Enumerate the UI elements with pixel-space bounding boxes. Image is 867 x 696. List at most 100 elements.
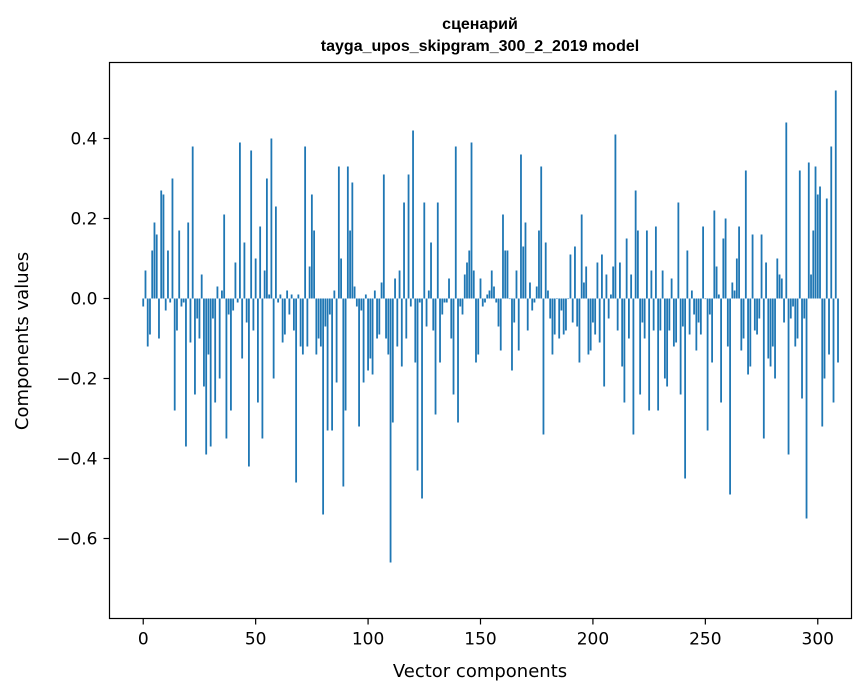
bar-component-4 <box>151 250 154 299</box>
bar-component-280 <box>771 298 774 347</box>
bar-component-85 <box>333 290 336 299</box>
bar-component-175 <box>535 286 538 299</box>
bar-component-142 <box>461 298 464 315</box>
bar-component-166 <box>515 270 518 299</box>
bar-component-232 <box>663 298 666 379</box>
bar-component-222 <box>641 298 644 323</box>
x-tick-label: 300 <box>802 630 834 650</box>
bar-component-102 <box>371 298 374 375</box>
bar-component-128 <box>430 242 432 299</box>
bar-component-68 <box>295 298 298 483</box>
x-axis-label: Vector components <box>393 661 567 682</box>
bar-component-132 <box>439 298 441 363</box>
bar-component-265 <box>738 226 740 299</box>
bar-component-190 <box>569 254 572 299</box>
bar-component-82 <box>326 298 329 431</box>
bar-component-217 <box>630 274 633 299</box>
bar-component-234 <box>668 298 671 331</box>
bar-component-73 <box>306 298 309 347</box>
bar-component-302 <box>821 298 824 427</box>
bar-component-91 <box>346 166 349 299</box>
chart-title: сценарий tayga_upos_skipgram_300_2_2019 … <box>321 16 639 55</box>
bar-component-194 <box>578 298 581 363</box>
bar-component-260 <box>726 298 729 347</box>
bar-component-34 <box>218 298 221 379</box>
bar-component-288 <box>789 298 792 319</box>
bar-component-38 <box>227 298 230 315</box>
bar-component-99 <box>364 294 367 299</box>
bar-component-255 <box>715 266 718 299</box>
bar-component-162 <box>506 250 509 299</box>
bar-component-24 <box>196 298 199 319</box>
bar-component-214 <box>623 298 626 403</box>
bar-component-305 <box>828 298 830 355</box>
bar-component-83 <box>328 298 331 315</box>
bar-component-256 <box>717 294 720 299</box>
y-tick-label: −0.2 <box>56 370 97 390</box>
bar-component-87 <box>337 166 340 299</box>
bar-component-66 <box>290 294 293 299</box>
bar-component-248 <box>699 298 702 335</box>
bar-component-253 <box>711 298 713 363</box>
bar-component-17 <box>180 298 183 307</box>
bar-component-167 <box>517 298 520 351</box>
bar-component-137 <box>450 298 453 339</box>
bar-component-8 <box>160 190 163 299</box>
bar-component-197 <box>585 266 588 299</box>
bar-component-104 <box>376 298 378 339</box>
x-tick-label: 200 <box>577 630 609 650</box>
bar-component-240 <box>681 298 684 327</box>
bar-component-294 <box>803 298 806 319</box>
y-tick-label: −0.4 <box>56 450 97 470</box>
bar-component-164 <box>511 298 513 371</box>
bar-component-141 <box>459 298 462 307</box>
y-tick-label: 0.2 <box>70 210 97 230</box>
bar-component-223 <box>643 298 646 339</box>
bar-component-238 <box>677 202 680 299</box>
bar-component-150 <box>479 278 482 299</box>
bar-component-218 <box>632 298 635 435</box>
bar-component-139 <box>454 146 457 299</box>
bar-component-212 <box>619 262 621 299</box>
bar-component-147 <box>472 270 475 299</box>
bar-component-10 <box>164 298 167 311</box>
bar-component-105 <box>378 298 381 335</box>
bar-component-89 <box>342 298 345 487</box>
bar-component-178 <box>542 298 545 435</box>
bar-component-225 <box>648 298 651 411</box>
bar-component-299 <box>814 166 817 299</box>
bar-component-43 <box>239 142 241 299</box>
bar-component-182 <box>551 298 554 355</box>
bar-component-155 <box>490 270 493 299</box>
bar-component-80 <box>322 298 325 515</box>
bar-component-258 <box>722 238 725 299</box>
bar-component-290 <box>794 298 797 347</box>
bar-component-145 <box>468 250 471 299</box>
bar-component-291 <box>796 298 799 339</box>
bar-component-28 <box>205 298 208 455</box>
chart-title-line-2: tayga_upos_skipgram_300_2_2019 model <box>321 38 639 55</box>
bar-component-171 <box>526 298 529 331</box>
bar-component-281 <box>774 298 776 379</box>
bar-component-215 <box>625 238 628 299</box>
bar-component-90 <box>344 298 347 411</box>
bar-component-148 <box>475 298 477 363</box>
bar-component-151 <box>481 298 484 307</box>
bar-component-185 <box>558 298 561 339</box>
bar-component-103 <box>373 290 376 299</box>
bar-component-29 <box>207 298 210 355</box>
axes-group: 0 50 100 150 200 250 300 −0.6 −0.4 −0.2 0.0 0.2 0.4 <box>56 130 834 650</box>
bar-component-193 <box>576 298 579 327</box>
bar-component-261 <box>729 298 731 495</box>
bar-component-181 <box>549 298 552 319</box>
x-tick-label: 0 <box>138 630 149 650</box>
bar-component-69 <box>297 294 300 299</box>
bar-component-208 <box>610 294 612 299</box>
bar-component-233 <box>666 298 669 387</box>
bar-component-243 <box>688 298 691 335</box>
bar-component-186 <box>560 298 563 311</box>
bar-component-23 <box>194 298 196 395</box>
bar-component-96 <box>358 298 360 427</box>
bar-component-149 <box>477 298 480 355</box>
plot-frame <box>108 61 853 620</box>
